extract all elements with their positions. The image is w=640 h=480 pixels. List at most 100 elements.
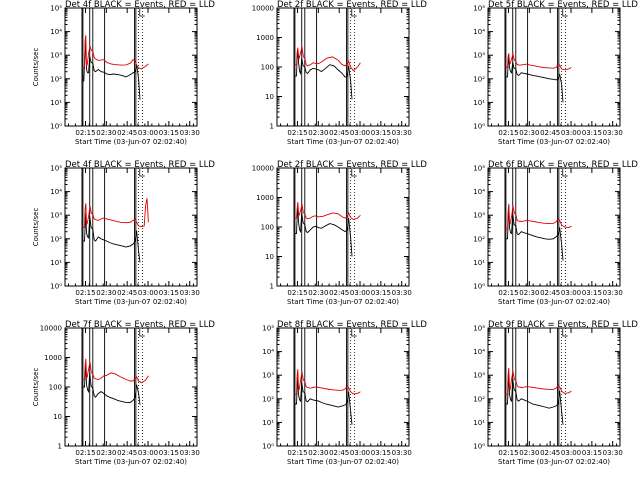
x-tick-label: 03:30 bbox=[180, 449, 200, 457]
chart-panel: Det 8f BLACK = Events, RED = LLD 10⁰ 10¹ 10… bbox=[262, 320, 427, 466]
series-events-line bbox=[294, 206, 353, 257]
y-tick-label: 10¹ bbox=[473, 99, 485, 107]
series-lld-line bbox=[82, 198, 149, 228]
interval-bracket bbox=[562, 169, 568, 177]
y-tick-label: 10³ bbox=[473, 372, 485, 380]
x-axis-label: Start Time (03-Jun-07 02:02:40) bbox=[498, 458, 610, 466]
chart-title: Det 6f BLACK = Events, RED = LLD bbox=[488, 160, 638, 170]
x-tick-label: 02:30 bbox=[308, 129, 328, 137]
y-tick-label: 10⁰ bbox=[473, 283, 485, 291]
x-tick-label: 03:30 bbox=[603, 449, 623, 457]
chart-panel: Det 2f BLACK = Events, RED = LLD 1 10 100 10… bbox=[252, 160, 428, 306]
y-tick-label: 10³ bbox=[262, 372, 274, 380]
y-tick-label: 10² bbox=[473, 235, 485, 243]
x-tick-label: 02:30 bbox=[308, 289, 328, 297]
series-lld-line bbox=[505, 52, 572, 71]
x-tick-label: 03:15 bbox=[159, 449, 179, 457]
x-tick-label: 02:15 bbox=[75, 289, 95, 297]
x-tick-label: 03:00 bbox=[561, 449, 581, 457]
y-tick-label: 10¹ bbox=[50, 259, 62, 267]
chart-panel: Det 4f BLACK = Events, RED = LLD 10⁰ 10¹ 10… bbox=[32, 0, 215, 146]
y-tick-label: 10¹ bbox=[50, 99, 62, 107]
x-tick-label: 02:15 bbox=[287, 129, 307, 137]
series-lld-line bbox=[82, 35, 149, 70]
interval-bracket bbox=[139, 9, 145, 17]
series-events-line bbox=[294, 50, 353, 100]
series-events-line bbox=[294, 377, 353, 425]
x-tick-label: 02:45 bbox=[117, 449, 137, 457]
x-tick-label: 03:30 bbox=[392, 289, 412, 297]
y-tick-label: 10² bbox=[262, 395, 274, 403]
x-tick-label: 03:30 bbox=[603, 129, 623, 137]
x-tick-label: 03:15 bbox=[371, 129, 391, 137]
chart-title: Det 2f BLACK = Events, RED = LLD bbox=[277, 160, 427, 170]
chart-title: Det 5f BLACK = Events, RED = LLD bbox=[488, 0, 638, 10]
y-tick-label: 10⁵ bbox=[50, 5, 62, 13]
chart-panel: Det 6f BLACK = Events, RED = LLD 10⁰ 10¹ 10… bbox=[473, 160, 638, 306]
y-tick-label: 10³ bbox=[473, 52, 485, 60]
series-lld-line bbox=[82, 358, 149, 384]
y-axis-label: Counts/sec bbox=[32, 368, 40, 407]
x-tick-label: 02:30 bbox=[519, 129, 539, 137]
x-tick-label: 03:15 bbox=[371, 449, 391, 457]
x-axis-label: Start Time (03-Jun-07 02:02:40) bbox=[287, 298, 399, 306]
y-tick-label: 1000 bbox=[256, 194, 274, 202]
interval-bracket bbox=[562, 329, 568, 337]
y-tick-label: 10 bbox=[53, 413, 62, 421]
interval-bracket bbox=[351, 9, 357, 17]
x-tick-label: 02:45 bbox=[540, 129, 560, 137]
chart-panel: Det 5f BLACK = Events, RED = LLD 10⁰ 10¹ 10… bbox=[473, 0, 638, 146]
interval-bracket bbox=[351, 169, 357, 177]
x-tick-label: 02:30 bbox=[96, 289, 116, 297]
series-events-line bbox=[505, 56, 564, 103]
y-tick-label: 100 bbox=[261, 224, 274, 232]
y-tick-label: 10⁰ bbox=[50, 283, 62, 291]
x-tick-label: 03:30 bbox=[392, 129, 412, 137]
x-tick-label: 03:15 bbox=[159, 289, 179, 297]
y-tick-label: 1000 bbox=[44, 354, 62, 362]
y-tick-label: 10³ bbox=[473, 212, 485, 220]
y-tick-label: 10¹ bbox=[473, 419, 485, 427]
x-tick-label: 03:00 bbox=[138, 449, 158, 457]
y-tick-label: 10⁵ bbox=[473, 165, 485, 173]
x-tick-label: 03:00 bbox=[350, 449, 370, 457]
chart-panel: Det 7f BLACK = Events, RED = LLD 1 10 100 10… bbox=[32, 320, 215, 466]
y-tick-label: 10⁰ bbox=[262, 443, 274, 451]
chart-title: Det 4f BLACK = Events, RED = LLD bbox=[65, 0, 215, 10]
y-axis-label: Counts/sec bbox=[32, 48, 40, 87]
y-axis-label: Counts/sec bbox=[32, 208, 40, 247]
x-tick-label: 02:15 bbox=[498, 129, 518, 137]
series-lld-line bbox=[505, 203, 572, 230]
x-tick-label: 02:45 bbox=[329, 129, 349, 137]
y-tick-label: 10² bbox=[473, 395, 485, 403]
series-lld-line bbox=[294, 202, 361, 220]
y-tick-label: 10⁵ bbox=[262, 325, 274, 333]
y-tick-label: 10⁴ bbox=[473, 188, 485, 196]
chart-title: Det 4f BLACK = Events, RED = LLD bbox=[65, 160, 215, 170]
y-tick-label: 10⁰ bbox=[473, 123, 485, 131]
y-tick-label: 10⁴ bbox=[473, 348, 485, 356]
x-axis-label: Start Time (03-Jun-07 02:02:40) bbox=[287, 138, 399, 146]
chart-panel: Det 9f BLACK = Events, RED = LLD 10⁰ 10¹ 10… bbox=[473, 320, 638, 466]
x-tick-label: 03:30 bbox=[392, 449, 412, 457]
interval-bracket bbox=[351, 329, 357, 337]
x-tick-label: 03:15 bbox=[582, 449, 602, 457]
x-tick-label: 03:15 bbox=[159, 129, 179, 137]
x-tick-label: 03:00 bbox=[138, 129, 158, 137]
x-tick-label: 03:00 bbox=[561, 129, 581, 137]
x-tick-label: 02:45 bbox=[540, 449, 560, 457]
y-tick-label: 10⁴ bbox=[473, 28, 485, 36]
x-tick-label: 03:30 bbox=[180, 289, 200, 297]
y-tick-label: 1 bbox=[58, 443, 62, 451]
y-tick-label: 10² bbox=[50, 235, 62, 243]
y-tick-label: 1 bbox=[270, 123, 274, 131]
x-tick-label: 02:30 bbox=[519, 449, 539, 457]
y-tick-label: 100 bbox=[49, 384, 62, 392]
x-tick-label: 02:15 bbox=[287, 289, 307, 297]
x-axis-label: Start Time (03-Jun-07 02:02:40) bbox=[75, 458, 187, 466]
y-tick-label: 10¹ bbox=[262, 419, 274, 427]
x-tick-label: 03:30 bbox=[180, 129, 200, 137]
x-tick-label: 03:00 bbox=[350, 289, 370, 297]
y-tick-label: 10000 bbox=[40, 325, 62, 333]
